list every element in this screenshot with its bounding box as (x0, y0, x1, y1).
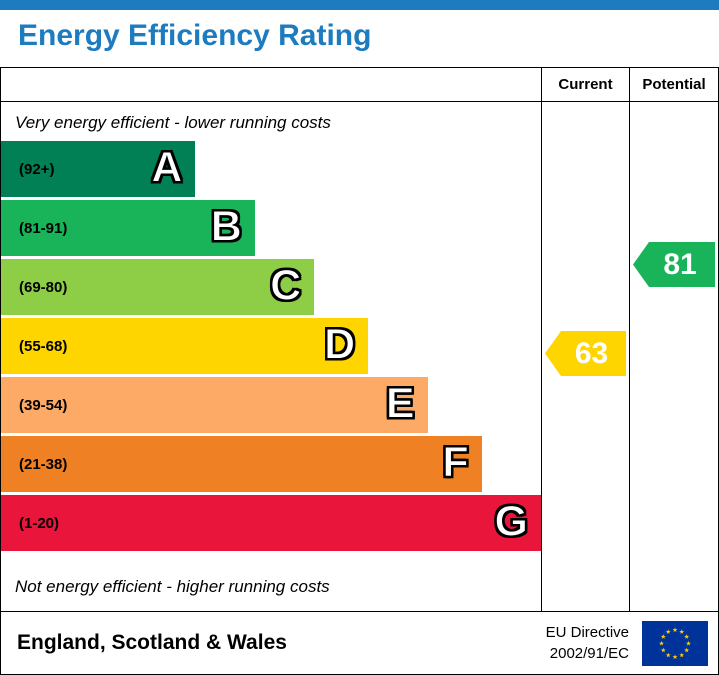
current-value: 63 (574, 336, 609, 370)
bottom-note: Not energy efficient - higher running co… (15, 577, 330, 596)
potential-arrow: 81 (633, 242, 715, 287)
potential-value: 81 (663, 247, 697, 281)
band-range: (69-80) (19, 278, 68, 296)
band-row: (69-80) C (1, 259, 541, 315)
energy-rating-chart: Very energy efficient - lower running co… (0, 67, 719, 612)
band-row: (92+) A (1, 141, 541, 197)
band-bar-c: (69-80) C (1, 259, 315, 315)
bands: (92+) A (81-91) B (69-80) C (55-68) (1, 141, 541, 551)
band-bar-d: (55-68) D (1, 318, 369, 374)
footer: England, Scotland & Wales EU Directive 2… (0, 612, 719, 675)
band-range: (39-54) (19, 396, 68, 414)
eu-directive-line1: EU Directive (545, 624, 629, 641)
eu-directive-label: EU Directive 2002/91/EC (546, 622, 629, 664)
band-letter: D (324, 320, 356, 369)
band-bar-b: (81-91) B (1, 200, 255, 256)
current-column-header: Current (558, 76, 613, 93)
band-area: Very energy efficient - lower running co… (1, 102, 541, 611)
eu-flag-icon (642, 620, 708, 666)
band-bar-a: (92+) A (1, 141, 196, 197)
page-title: Energy Efficiency Rating (18, 19, 372, 52)
potential-column: Potential 81 (629, 68, 718, 611)
band-letter: C (270, 261, 302, 310)
top-note: Very energy efficient - lower running co… (15, 113, 331, 132)
band-range: (21-38) (19, 455, 68, 473)
band-letter: G (494, 497, 528, 546)
header-top-bar (0, 0, 719, 10)
band-range: (55-68) (19, 337, 68, 355)
band-range: (1-20) (19, 514, 60, 532)
band-row: (39-54) E (1, 377, 541, 433)
band-row: (81-91) B (1, 200, 541, 256)
band-range: (81-91) (19, 219, 68, 237)
potential-column-header: Potential (642, 76, 706, 93)
band-bar-f: (21-38) F (1, 436, 482, 492)
band-letter: E (385, 379, 415, 428)
band-letter: F (442, 438, 469, 487)
band-row: (21-38) F (1, 436, 541, 492)
band-range: (92+) (19, 160, 55, 178)
band-letter: B (210, 202, 242, 251)
band-letter: A (151, 143, 183, 192)
header-divider (1, 101, 718, 102)
band-bar-g: (1-20) G (1, 495, 541, 551)
band-row: (1-20) G (1, 495, 541, 551)
region-label: England, Scotland & Wales (17, 631, 287, 654)
current-arrow: 63 (545, 331, 626, 376)
band-bar-e: (39-54) E (1, 377, 428, 433)
current-column: Current 63 (541, 68, 629, 611)
eu-directive-line2: 2002/91/EC (549, 645, 629, 662)
band-row: (55-68) D (1, 318, 541, 374)
